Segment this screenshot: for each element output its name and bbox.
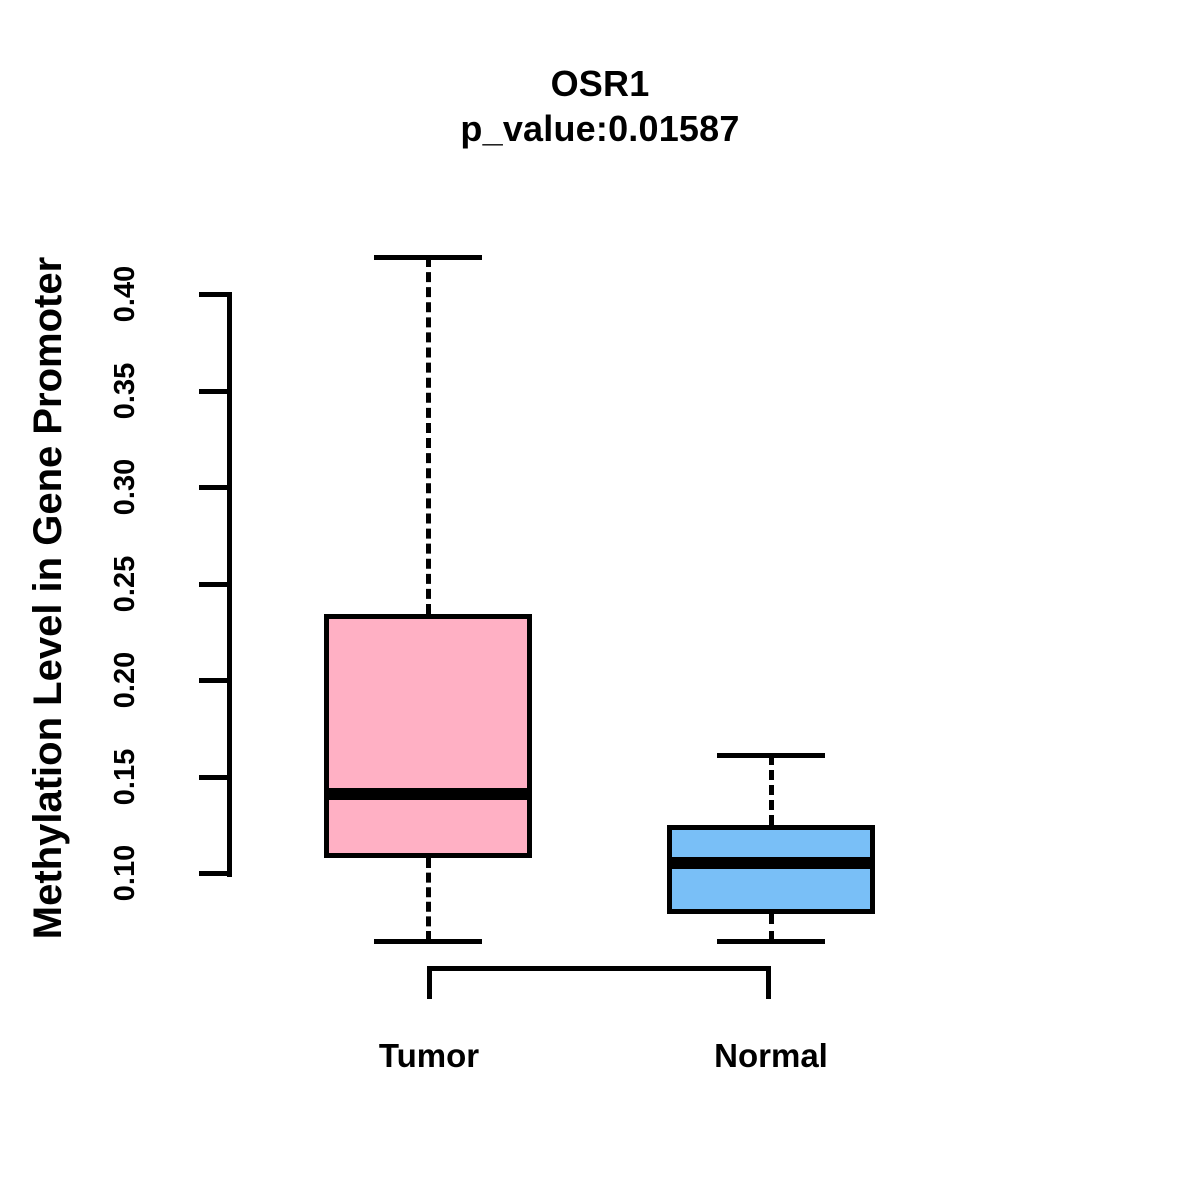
x-axis-label-normal: Normal [714, 1037, 828, 1074]
whisker-upper [426, 257, 431, 615]
chart-subtitle-pvalue: p_value:0.01587 [460, 108, 740, 149]
whisker-cap-upper [717, 753, 825, 759]
whisker-lower [769, 913, 774, 941]
whisker-lower [426, 857, 431, 941]
x-axis-tick-normal [766, 966, 771, 999]
y-axis-title-label: Methylation Level in Gene Promoter [26, 256, 70, 940]
y-axis-tick [199, 292, 229, 297]
y-axis-tick [199, 485, 229, 490]
median-line-normal [667, 857, 875, 870]
page-title: OSR1 [550, 63, 650, 104]
y-axis-tick-label: 0.40 [109, 265, 141, 323]
chart-title-block: OSR1 p_value:0.01587 [0, 62, 1200, 152]
median-line-tumor [324, 787, 532, 800]
box-tumor[interactable] [324, 614, 532, 858]
whisker-cap-lower [717, 938, 825, 944]
whisker-cap-lower [374, 938, 482, 944]
y-axis-tick [199, 581, 229, 587]
y-axis-title: Methylation Level in Gene Promoter [20, 178, 76, 1018]
whisker-cap-upper [374, 255, 482, 261]
y-axis-tick [199, 388, 229, 394]
y-axis-tick [199, 678, 229, 683]
y-axis-line [227, 292, 232, 877]
y-axis-tick [199, 871, 229, 876]
x-axis-line [427, 966, 771, 971]
y-axis-tick [199, 774, 229, 780]
x-axis-label-tumor: Tumor [378, 1037, 480, 1074]
x-axis-tick-tumor [427, 966, 432, 999]
whisker-upper [769, 755, 774, 825]
